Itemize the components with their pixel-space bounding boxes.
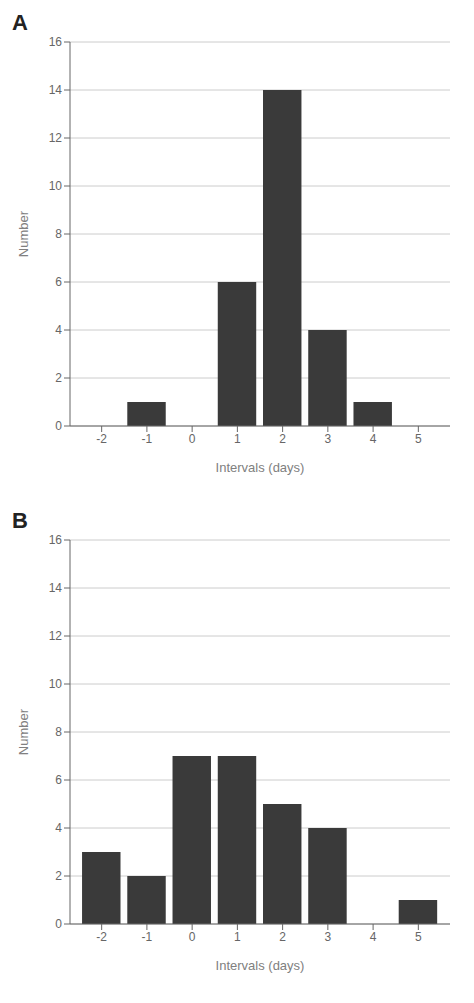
svg-text:-1: -1 [142,930,153,944]
svg-text:Number: Number [16,210,31,257]
svg-text:1: 1 [234,930,241,944]
svg-text:2: 2 [55,371,62,385]
svg-text:4: 4 [370,432,377,446]
svg-text:16: 16 [49,533,63,547]
svg-text:4: 4 [370,930,377,944]
svg-text:0: 0 [189,930,196,944]
svg-text:Intervals (days): Intervals (days) [216,958,305,973]
html-text:A: A [12,10,28,35]
svg-text:4: 4 [55,323,62,337]
svg-text:3: 3 [325,930,332,944]
svg-text:Intervals (days): Intervals (days) [216,460,305,475]
svg-text:6: 6 [55,275,62,289]
svg-text:0: 0 [55,419,62,433]
svg-text:Number: Number [16,708,31,755]
svg-text:2: 2 [279,930,286,944]
svg-text:8: 8 [55,725,62,739]
svg-text:2: 2 [279,432,286,446]
svg-text:3: 3 [325,432,332,446]
svg-text:14: 14 [49,83,63,97]
svg-text:10: 10 [49,677,63,691]
svg-text:4: 4 [55,821,62,835]
svg-text:12: 12 [49,629,63,643]
html-text:B: B [12,508,28,533]
svg-text:0: 0 [55,917,62,931]
svg-text:5: 5 [415,432,422,446]
svg-text:-2: -2 [96,930,107,944]
svg-text:5: 5 [415,930,422,944]
svg-text:-2: -2 [96,432,107,446]
svg-text:10: 10 [49,179,63,193]
svg-text:6: 6 [55,773,62,787]
svg-text:14: 14 [49,581,63,595]
svg-text:0: 0 [189,432,196,446]
svg-text:8: 8 [55,227,62,241]
svg-text:2: 2 [55,869,62,883]
svg-text:12: 12 [49,131,63,145]
svg-text:16: 16 [49,35,63,49]
svg-text:-1: -1 [142,432,153,446]
svg-text:1: 1 [234,432,241,446]
